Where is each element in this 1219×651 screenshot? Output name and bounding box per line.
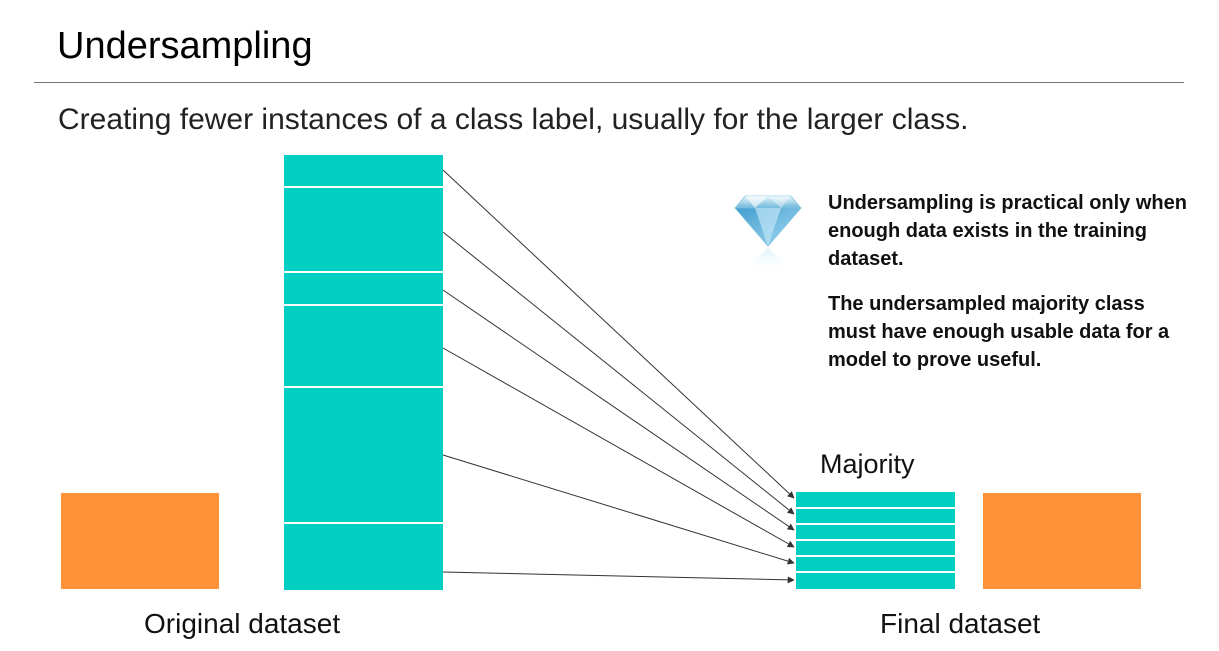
arrow <box>442 347 795 548</box>
final-segment-divider <box>796 523 955 525</box>
diamond-icon <box>734 195 802 272</box>
majority-segment-divider <box>284 386 443 388</box>
arrow <box>442 571 795 584</box>
final-segment-divider <box>796 507 955 509</box>
arrow <box>442 169 795 499</box>
majority-segment-divider <box>284 522 443 524</box>
final-dataset-label: Final dataset <box>880 608 1041 639</box>
arrow <box>442 289 795 531</box>
final-segment-divider <box>796 539 955 541</box>
note-usable-data: The undersampled majority class must hav… <box>828 293 1170 371</box>
majority-label: Majority <box>820 449 915 479</box>
majority-segment-divider <box>284 186 443 188</box>
final-segment-divider <box>796 571 955 573</box>
original-minority-block <box>61 493 219 589</box>
subtitle: Creating fewer instances of a class labe… <box>58 103 969 136</box>
title-divider <box>34 82 1184 83</box>
note-practical: Undersampling is practical only when eno… <box>828 192 1187 270</box>
arrow <box>442 231 795 515</box>
arrow <box>442 454 795 565</box>
final-minority-block <box>983 493 1141 589</box>
majority-segment-divider <box>284 304 443 306</box>
page-title: Undersampling <box>57 25 313 67</box>
original-dataset-label: Original dataset <box>144 608 341 639</box>
majority-segment-divider <box>284 271 443 273</box>
final-majority-column <box>796 492 955 589</box>
original-majority-column <box>284 155 443 590</box>
final-segment-divider <box>796 555 955 557</box>
